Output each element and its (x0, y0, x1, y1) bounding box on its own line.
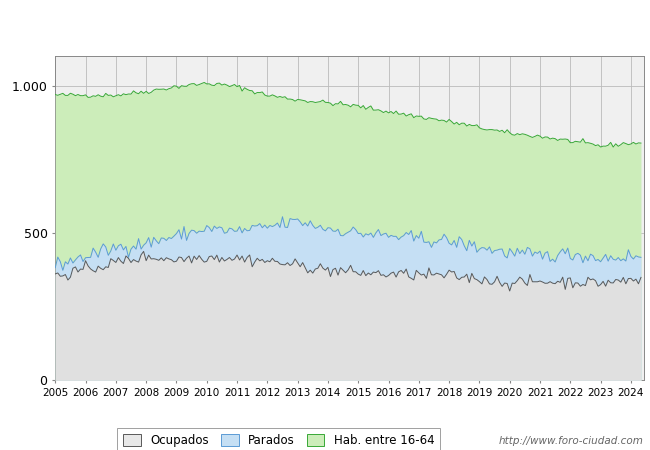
Text: Villalpando - Evolucion de la poblacion en edad de Trabajar Mayo de 2024: Villalpando - Evolucion de la poblacion … (78, 17, 572, 30)
Legend: Ocupados, Parados, Hab. entre 16-64: Ocupados, Parados, Hab. entre 16-64 (118, 428, 440, 450)
Text: http://www.foro-ciudad.com: http://www.foro-ciudad.com (499, 436, 644, 446)
